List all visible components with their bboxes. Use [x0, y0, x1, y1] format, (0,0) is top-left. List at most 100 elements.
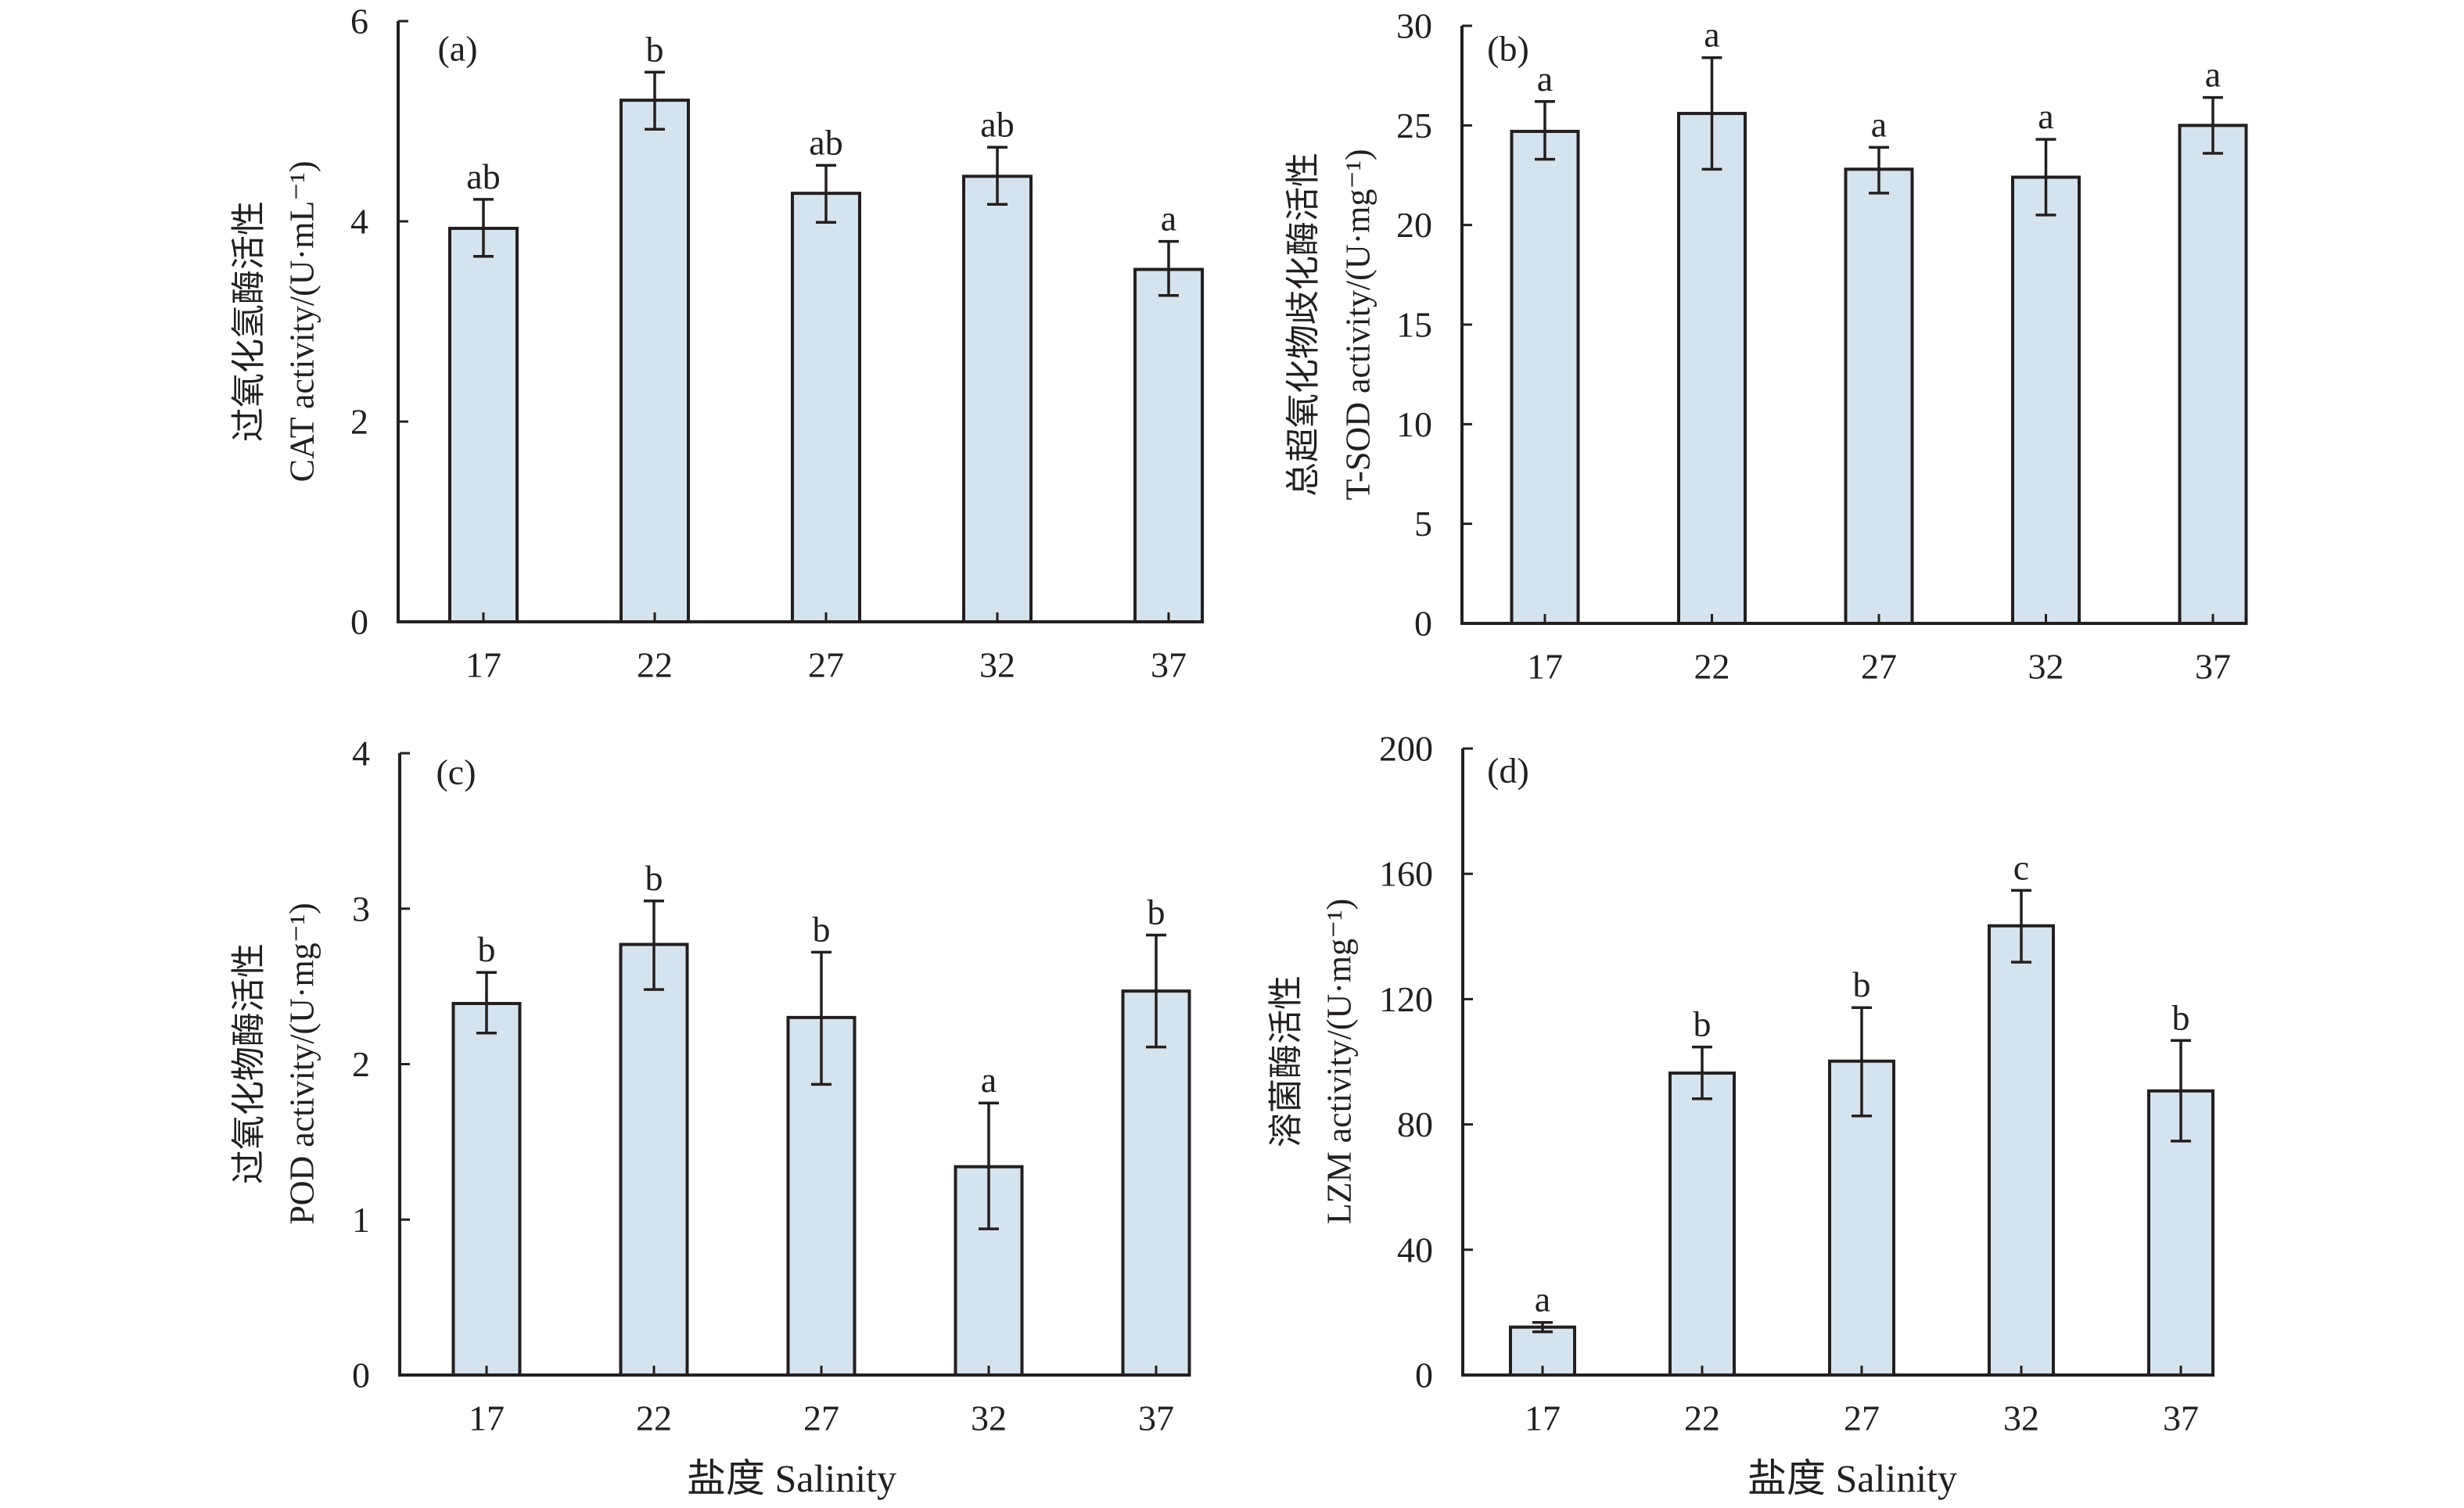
panel-d-significance-label-37: b	[2172, 997, 2190, 1037]
panel-b-x-tick-label-37: 37	[2195, 647, 2231, 687]
panel-b-error-bar-32	[2035, 138, 2056, 217]
panel-b-bar-22	[1677, 112, 1747, 625]
panel-a-error-bar-32	[987, 145, 1008, 206]
panel-c-x-tick-label-32: 32	[971, 1398, 1007, 1438]
panel-a-y-tick-label-4: 4	[350, 202, 368, 242]
panel-d-error-bar-27	[1852, 1006, 1872, 1118]
panel-b-bar-27	[1844, 167, 1914, 626]
panel-b-error-bar-22	[1701, 56, 1722, 171]
panel-d-xlabel: 盐度 Salinity	[1747, 1456, 1957, 1500]
panel-c-significance-label-37: b	[1148, 892, 1166, 932]
panel-d-lzm-activity: a 17 b 22 b 27 c 32 b 37 0 40 80 120 160 200 (d)	[1379, 729, 2214, 1438]
panel-c-ylabel-en: POD activity/(U·mg⁻¹)	[283, 903, 321, 1225]
panel-b-significance-label-22: a	[1704, 15, 1719, 55]
panel-a-ylabel-cn: 过氧化氢酶活性	[230, 201, 268, 442]
panel-c-significance-label-27: b	[813, 909, 831, 949]
panel-b-x-tick-label-17: 17	[1527, 647, 1563, 687]
panel-d-error-bar-22	[1692, 1045, 1712, 1100]
panel-c-bar-22	[619, 942, 689, 1377]
panel-a-x-tick-label-17: 17	[465, 645, 501, 685]
panel-c-significance-label-32: a	[981, 1060, 997, 1100]
panel-d-y-tick-label-200: 200	[1379, 729, 1433, 769]
panel-d-bar-22	[1668, 1071, 1736, 1377]
panel-b-significance-label-27: a	[1871, 104, 1887, 144]
panel-c-bar-37	[1121, 989, 1191, 1377]
panel-c-y-tick-label-0: 0	[352, 1355, 370, 1395]
panel-a-ylabel-en: CAT activity/(U·mL⁻¹)	[283, 161, 321, 483]
panel-b-tag: (b)	[1487, 29, 1529, 69]
panel-b-error-bar-37	[2203, 95, 2223, 155]
panel-d-y-tick-label-80: 80	[1397, 1104, 1433, 1144]
panel-a-significance-label-22: b	[646, 29, 664, 69]
panel-a-tag: (a)	[437, 29, 477, 69]
panel-a-significance-label-32: ab	[980, 104, 1014, 144]
panel-d-ylabel-en: LZM activity/(U·mg⁻¹)	[1320, 899, 1359, 1224]
panel-b-tsod-activity: a 17 a 22 a 27 a 32 a 37 0 5 10 15 20 25 30 (b)	[1396, 6, 2248, 687]
panel-b-x-tick-label-32: 32	[2028, 647, 2064, 687]
panel-b-error-bar-17	[1535, 100, 1555, 161]
panel-c-x-tick-label-37: 37	[1138, 1398, 1174, 1438]
panel-d-y-tick-label-40: 40	[1397, 1230, 1433, 1269]
panel-c-y-tick-label-3: 3	[352, 889, 370, 928]
panel-c-bar-17	[451, 1001, 522, 1377]
panel-c-x-tick-label-22: 22	[636, 1398, 672, 1438]
panel-b-y-tick-label-20: 20	[1396, 205, 1432, 245]
panel-b-y-tick-label-15: 15	[1396, 305, 1432, 345]
panel-a-error-bar-22	[645, 70, 665, 131]
panel-d-significance-label-27: b	[1853, 964, 1871, 1004]
panel-a-bar-37	[1133, 267, 1204, 623]
panel-c-error-bar-37	[1146, 933, 1166, 1049]
panel-c-ylabel-cn: 过氧化物酶活性	[230, 943, 268, 1184]
panel-d-y-tick-label-0: 0	[1415, 1355, 1433, 1395]
panel-c-x-tick-label-27: 27	[803, 1398, 839, 1438]
panel-b-significance-label-32: a	[2038, 96, 2053, 136]
panel-d-significance-label-22: b	[1694, 1004, 1712, 1044]
panel-a-error-bar-27	[816, 163, 836, 224]
panel-b-ylabel-cn: 总超氧化物歧化酶活性	[1284, 153, 1323, 497]
panel-c-error-bar-17	[476, 971, 497, 1035]
panel-b-y-tick-label-10: 10	[1396, 404, 1432, 444]
panel-a-x-tick-label-32: 32	[979, 645, 1015, 685]
panel-b-bar-17	[1510, 129, 1580, 625]
panel-d-bar-32	[1988, 924, 2055, 1377]
panel-c-x-tick-label-17: 17	[469, 1398, 505, 1438]
panel-d-ylabel-cn: 溶菌酶活性	[1267, 975, 1306, 1147]
panel-a-x-tick-label-27: 27	[808, 645, 844, 685]
panel-b-x-tick-label-27: 27	[1861, 647, 1897, 687]
panel-a-significance-label-27: ab	[809, 122, 842, 162]
panel-b-error-bar-27	[1869, 145, 1889, 195]
panel-c-significance-label-22: b	[645, 858, 663, 898]
panel-d-x-tick-label-32: 32	[2003, 1398, 2039, 1438]
panel-a-bar-32	[962, 174, 1033, 623]
panel-b-y-tick-label-30: 30	[1396, 6, 1432, 46]
panel-d-x-tick-label-37: 37	[2163, 1398, 2199, 1438]
panel-d-error-bar-17	[1532, 1320, 1553, 1334]
panel-b-x-tick-label-22: 22	[1694, 647, 1730, 687]
panel-a-x-tick-label-37: 37	[1151, 645, 1187, 685]
panel-c-pod-activity: b 17 b 22 b 27 a 32 b 37 0 1 2 3 4 (c)	[352, 734, 1191, 1438]
panel-d-x-tick-label-17: 17	[1525, 1398, 1561, 1438]
panel-c-bar-32	[954, 1165, 1024, 1377]
panel-d-significance-label-17: a	[1535, 1280, 1550, 1320]
panel-d-tag: (d)	[1487, 751, 1529, 791]
panel-b-y-tick-label-0: 0	[1414, 604, 1432, 644]
panel-c-xlabel: 盐度 Salinity	[687, 1456, 896, 1500]
panel-d-error-bar-37	[2171, 1039, 2191, 1143]
panel-a-error-bar-17	[473, 198, 494, 258]
panel-b-y-tick-label-25: 25	[1396, 106, 1432, 145]
panel-c-significance-label-17: b	[478, 929, 496, 969]
panel-b-bar-37	[2178, 124, 2248, 626]
panel-b-significance-label-37: a	[2205, 55, 2221, 95]
panel-c-tag: (c)	[436, 752, 476, 792]
panel-a-significance-label-17: ab	[466, 156, 500, 196]
panel-c-y-tick-label-2: 2	[352, 1044, 370, 1084]
panel-b-y-tick-label-5: 5	[1414, 504, 1432, 544]
panel-b-bar-32	[2011, 175, 2081, 625]
panel-d-y-tick-label-160: 160	[1379, 854, 1433, 894]
panel-d-y-tick-label-120: 120	[1379, 979, 1433, 1019]
panel-b-ylabel-en: T-SOD activity/(U·mg⁻¹)	[1339, 149, 1377, 500]
panel-c-error-bar-22	[644, 899, 664, 991]
panel-c-y-tick-label-1: 1	[352, 1200, 370, 1240]
panel-c-error-bar-27	[811, 950, 832, 1086]
